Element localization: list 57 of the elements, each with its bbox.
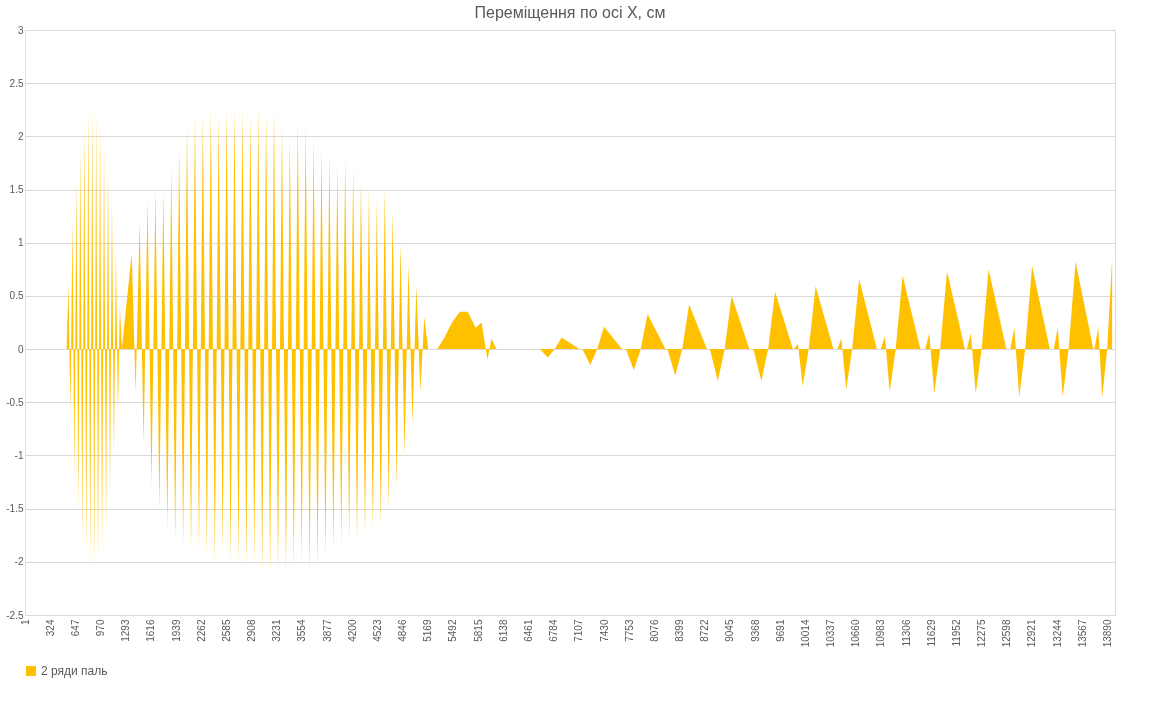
x-tick-label: 3554: [296, 619, 308, 642]
x-tick-label: 3231: [271, 619, 283, 642]
x-tick-label: 12598: [1001, 619, 1013, 648]
x-tick-label: 9045: [724, 619, 736, 642]
x-tick-label: 1939: [170, 619, 182, 642]
x-tick-label: 647: [69, 619, 81, 637]
x-tick-label: 6138: [497, 619, 509, 642]
x-tick-label: 11306: [900, 619, 912, 647]
y-tick-label: 2.5: [9, 77, 24, 89]
x-tick-label: 9691: [774, 619, 786, 642]
x-tick-label: 12275: [976, 619, 988, 648]
x-tick-label: 324: [44, 619, 56, 637]
x-tick-label: 4523: [371, 619, 383, 642]
y-tick-label: -1: [14, 449, 24, 461]
x-tick-label: 4846: [397, 619, 409, 642]
x-tick-label: 4200: [346, 619, 358, 642]
x-tick-label: 10660: [850, 619, 862, 648]
x-tick-label: 5815: [472, 619, 484, 642]
y-tick-label: 1.5: [9, 184, 24, 196]
x-tick-label: 970: [95, 619, 107, 637]
x-tick-label: 6784: [548, 619, 560, 642]
y-tick-label: -0.5: [6, 396, 24, 408]
y-tick-label: 1: [17, 237, 24, 249]
x-tick-label: 10983: [875, 619, 887, 648]
x-tick-label: 10337: [825, 619, 837, 648]
x-tick-label: 13244: [1051, 619, 1063, 648]
x-tick-label: 1616: [145, 619, 157, 642]
x-tick-label: 2262: [195, 619, 207, 642]
x-tick-label: 7430: [598, 619, 610, 642]
x-tick-label: 8399: [674, 619, 686, 642]
x-tick-label: 9368: [749, 619, 761, 642]
x-tick-label: 13890: [1102, 619, 1114, 648]
y-tick-label: 3: [17, 24, 24, 36]
y-tick-label: -2.5: [6, 609, 24, 621]
x-tick-label: 5169: [422, 619, 434, 642]
chart-title: Переміщення по осі X, см: [474, 4, 666, 21]
y-tick-label: 2: [17, 130, 24, 142]
x-tick-label: 5492: [447, 619, 459, 642]
x-tick-label: 8076: [648, 619, 660, 642]
x-tick-label: 2585: [220, 619, 232, 642]
legend-label: 2 ряди паль: [41, 664, 108, 678]
x-tick-label: 8722: [699, 619, 711, 642]
x-tick-label: 12921: [1026, 619, 1038, 648]
x-tick-label: 7107: [573, 619, 585, 642]
x-tick-label: 11629: [925, 619, 937, 647]
y-tick-label: -1.5: [6, 503, 24, 515]
y-tick-label: 0.5: [9, 290, 24, 302]
x-tick-label: 11952: [950, 619, 962, 647]
x-tick-label: 3877: [321, 619, 333, 642]
y-tick-label: -2: [14, 556, 24, 568]
x-tick-label: 7753: [623, 619, 635, 642]
x-tick-label: 2908: [246, 619, 258, 642]
x-tick-label: 1293: [120, 619, 132, 642]
x-tick-label: 10014: [799, 619, 811, 648]
y-tick-label: 0: [17, 343, 24, 355]
x-tick-label: 13567: [1076, 619, 1088, 648]
x-tick-label: 6461: [523, 619, 534, 642]
